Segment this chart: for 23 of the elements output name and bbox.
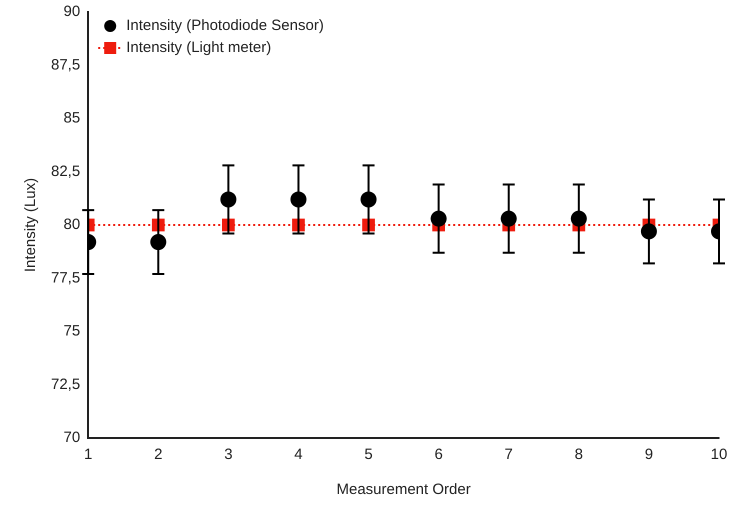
x-tick-label: 1 — [84, 446, 92, 464]
y-tick-label: 70 — [64, 429, 80, 446]
y-tick-label: 77,5 — [50, 269, 80, 286]
y-tick-label: 72,5 — [50, 376, 80, 393]
x-tick-label: 3 — [224, 446, 233, 464]
y-tick-label: 87,5 — [50, 56, 80, 74]
x-tick-label: 8 — [574, 446, 583, 464]
legend-label: Intensity (Photodiode Sensor) — [126, 17, 324, 34]
y-tick-label: 85 — [64, 110, 80, 127]
y-tick-label: 75 — [64, 322, 80, 340]
x-tick-label: 2 — [154, 446, 162, 464]
x-axis-title: Measurement Order — [336, 481, 471, 498]
x-tick-label: 7 — [504, 446, 513, 464]
y-axis-title: Intensity (Lux) — [22, 178, 40, 272]
x-tick-label: 9 — [644, 446, 654, 464]
y-tick-label: 80 — [64, 216, 80, 234]
x-tick-label: 5 — [364, 446, 373, 464]
legend-label: Intensity (Light meter) — [126, 39, 272, 56]
x-tick-label: 4 — [294, 446, 303, 464]
x-tick-label: 6 — [434, 446, 443, 464]
y-tick-label: 90 — [64, 3, 80, 20]
y-tick-label: 82,5 — [50, 162, 80, 180]
x-tick-label: 10 — [710, 446, 728, 464]
